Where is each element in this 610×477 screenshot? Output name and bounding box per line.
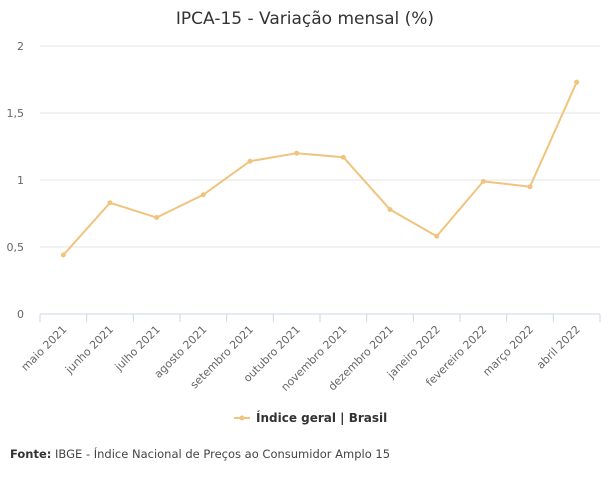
x-tick-label: junho 2021 bbox=[62, 323, 116, 377]
y-tick-label: 0 bbox=[17, 308, 24, 321]
data-point[interactable] bbox=[480, 178, 486, 184]
data-point[interactable] bbox=[247, 158, 253, 164]
legend[interactable]: Índice geral | Brasil bbox=[234, 410, 387, 425]
y-axis-ticks: 0 0,5 1 1,5 2 bbox=[7, 40, 25, 321]
data-point[interactable] bbox=[154, 215, 160, 221]
y-tick-label: 1,5 bbox=[7, 107, 25, 120]
x-tick-label: maio 2021 bbox=[19, 323, 70, 374]
data-point[interactable] bbox=[527, 184, 533, 190]
data-point[interactable] bbox=[387, 206, 393, 212]
series-layer[interactable] bbox=[60, 79, 580, 258]
data-point[interactable] bbox=[294, 150, 300, 156]
data-point[interactable] bbox=[107, 200, 113, 206]
legend-label[interactable]: Índice geral | Brasil bbox=[256, 410, 387, 425]
data-point[interactable] bbox=[200, 192, 206, 198]
x-tick-label: julho 2021 bbox=[112, 323, 163, 374]
y-tick-label: 0,5 bbox=[7, 241, 25, 254]
y-tick-label: 1 bbox=[17, 174, 24, 187]
data-point[interactable] bbox=[574, 79, 580, 85]
chart-title: IPCA-15 - Variação mensal (%) bbox=[176, 9, 434, 29]
data-point[interactable] bbox=[434, 233, 440, 239]
data-point[interactable] bbox=[340, 154, 346, 160]
x-tick-label: abril 2022 bbox=[534, 323, 583, 372]
source-label: Fonte: bbox=[10, 447, 52, 461]
source-note: Fonte: IBGE - Índice Nacional de Preços … bbox=[10, 447, 390, 461]
grid-lines bbox=[40, 45, 600, 248]
source-text: IBGE - Índice Nacional de Preços ao Cons… bbox=[55, 447, 391, 461]
data-point[interactable] bbox=[60, 252, 66, 258]
y-tick-label: 2 bbox=[17, 40, 24, 53]
chart: IPCA-15 - Variação mensal (%) 00,511,52 … bbox=[7, 9, 601, 425]
legend-marker-symbol bbox=[239, 415, 245, 421]
series-line[interactable] bbox=[62, 81, 578, 257]
